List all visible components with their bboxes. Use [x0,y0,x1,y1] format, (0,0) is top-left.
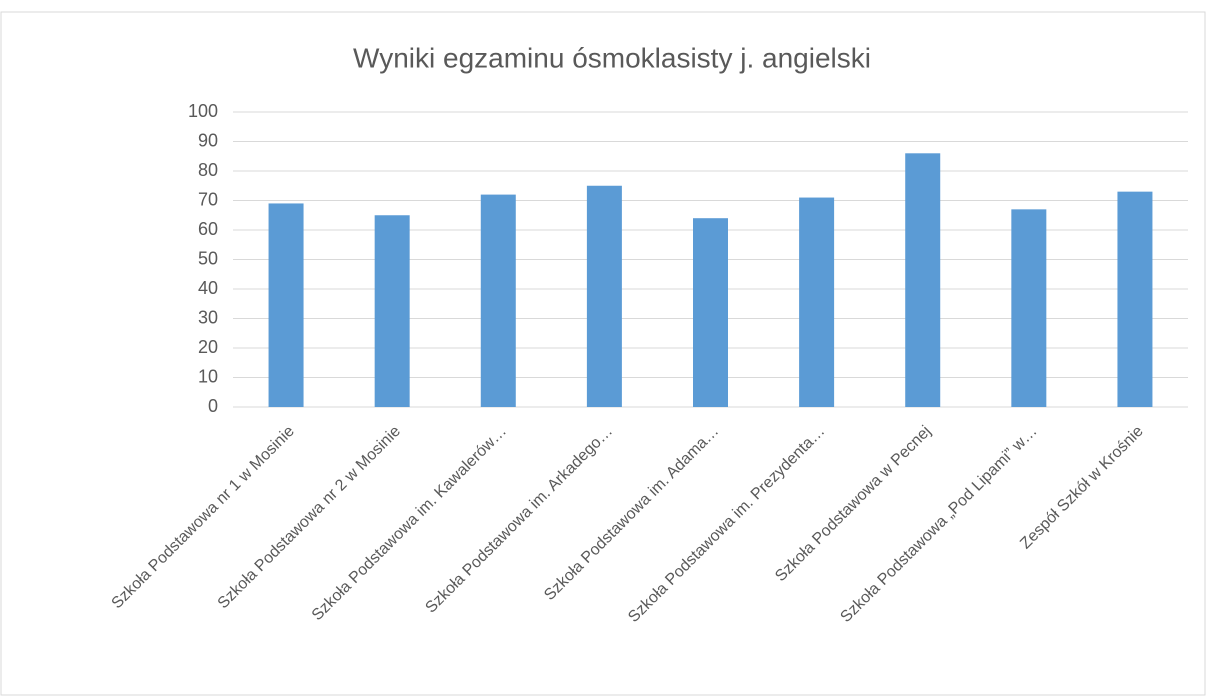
y-tick-label: 70 [198,189,218,209]
y-tick-label: 40 [198,278,218,298]
bar [693,218,728,407]
bar [799,197,835,407]
y-tick-label: 100 [188,101,218,121]
bar [1011,209,1047,407]
y-tick-label: 50 [198,248,218,268]
y-tick-label: 20 [198,337,218,357]
bar [374,215,410,407]
bar [480,194,516,407]
bar [268,203,304,407]
y-tick-label: 60 [198,219,218,239]
y-tick-label: 90 [198,130,218,150]
bar [905,153,941,407]
y-tick-label: 80 [198,160,218,180]
y-tick-label: 10 [198,366,218,386]
bar [586,185,622,407]
y-tick-label: 0 [208,396,218,416]
chart-title: Wyniki egzaminu ósmoklasisty j. angielsk… [353,42,871,73]
bar [1117,191,1153,407]
y-tick-label: 30 [198,307,218,327]
